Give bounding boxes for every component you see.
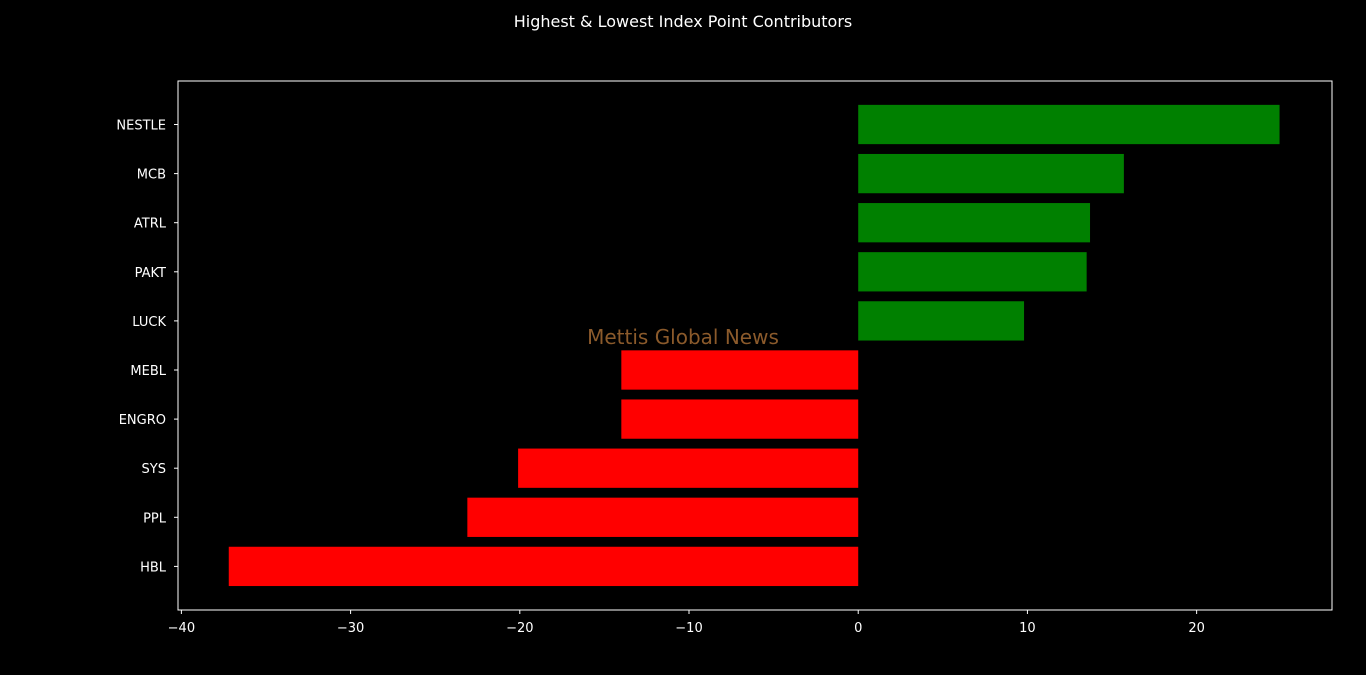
watermark-annotation: Mettis Global News bbox=[587, 325, 779, 349]
y-axis: NESTLE MCB ATRL PAKT LUCK MEBL ENGRO SYS PPL HBL bbox=[116, 119, 178, 575]
bars-group bbox=[228, 104, 1280, 587]
y-tick-label: PPL bbox=[143, 511, 167, 526]
bar-nestle bbox=[858, 104, 1280, 145]
plot-frame bbox=[177, 80, 1333, 611]
y-tick-label: LUCK bbox=[132, 315, 166, 330]
chart-title: Highest & Lowest Index Point Contributor… bbox=[514, 12, 853, 31]
y-tick-label: MCB bbox=[137, 168, 166, 183]
y-tick-label: ATRL bbox=[134, 217, 167, 232]
x-tick-label: −20 bbox=[506, 621, 533, 636]
y-tick-label: SYS bbox=[142, 462, 166, 477]
bar-pakt bbox=[858, 252, 1087, 292]
x-tick-label: −30 bbox=[337, 621, 364, 636]
x-tick-label: 10 bbox=[1019, 621, 1036, 636]
bar-sys bbox=[518, 448, 859, 488]
y-tick-label: NESTLE bbox=[116, 119, 166, 134]
bar-hbl bbox=[228, 546, 859, 587]
bar-mebl bbox=[621, 350, 859, 390]
y-tick-label: ENGRO bbox=[119, 413, 166, 428]
y-tick-label: HBL bbox=[140, 560, 167, 575]
bar-mcb bbox=[858, 153, 1124, 194]
bar-ppl bbox=[467, 497, 859, 537]
x-axis: −40 −30 −20 −10 0 10 20 bbox=[168, 610, 1205, 636]
bar-atrl bbox=[858, 203, 1091, 243]
bar-engro bbox=[621, 399, 859, 439]
bar-luck bbox=[858, 301, 1025, 341]
y-tick-label: PAKT bbox=[135, 266, 166, 281]
y-tick-label: MEBL bbox=[130, 364, 166, 379]
x-tick-label: 0 bbox=[854, 621, 862, 636]
x-tick-label: −40 bbox=[168, 621, 195, 636]
x-tick-label: 20 bbox=[1188, 621, 1205, 636]
x-tick-label: −10 bbox=[675, 621, 702, 636]
